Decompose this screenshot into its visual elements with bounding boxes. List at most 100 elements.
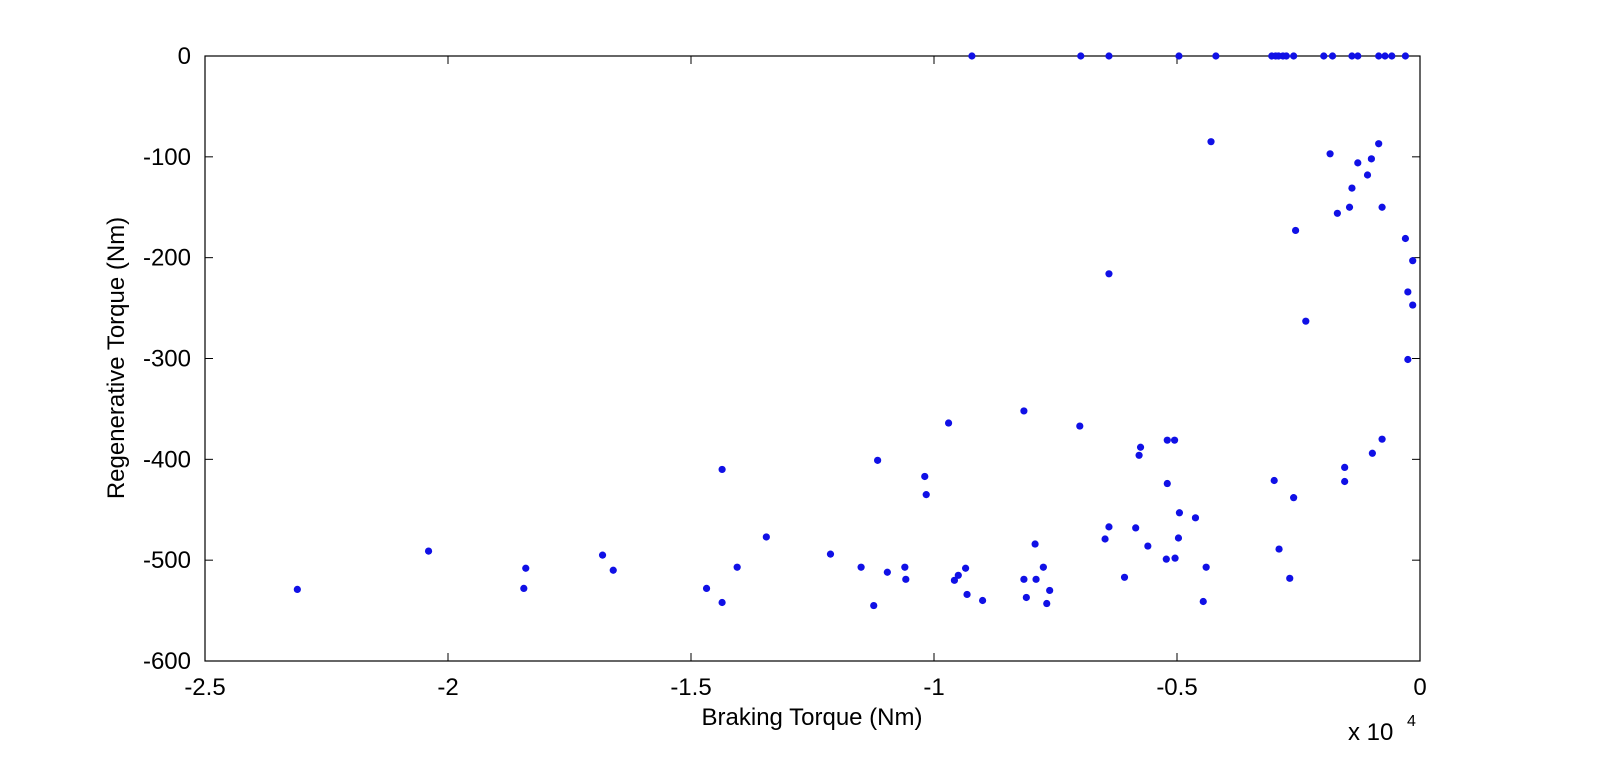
data-point bbox=[1163, 436, 1171, 444]
data-point bbox=[1101, 535, 1109, 543]
data-point bbox=[1039, 563, 1047, 571]
data-point bbox=[718, 598, 726, 607]
data-point bbox=[1378, 203, 1386, 211]
y-tick-label: 0 bbox=[178, 43, 191, 70]
data-point bbox=[718, 465, 726, 474]
data-point bbox=[1375, 52, 1383, 60]
data-point bbox=[1354, 159, 1362, 167]
data-point bbox=[979, 596, 987, 605]
data-point bbox=[1046, 586, 1054, 595]
data-point bbox=[1345, 203, 1354, 211]
data-point bbox=[1368, 449, 1376, 457]
data-point bbox=[1174, 534, 1183, 542]
data-point bbox=[702, 584, 711, 593]
data-point bbox=[1341, 477, 1349, 486]
data-point bbox=[609, 566, 617, 574]
data-point bbox=[1199, 597, 1207, 606]
data-point bbox=[1171, 554, 1179, 562]
x-tick-label: -1 bbox=[923, 674, 944, 701]
y-tick-label: -500 bbox=[143, 547, 191, 574]
data-point bbox=[1135, 451, 1143, 459]
data-point bbox=[1022, 593, 1030, 602]
data-point bbox=[1031, 540, 1039, 548]
data-point bbox=[1333, 209, 1341, 217]
data-point bbox=[424, 547, 433, 555]
data-point bbox=[1409, 301, 1417, 309]
data-point bbox=[961, 564, 970, 572]
data-point bbox=[598, 551, 607, 559]
data-point bbox=[1270, 476, 1278, 485]
data-point bbox=[1105, 270, 1113, 278]
y-tick-label: -600 bbox=[143, 648, 191, 675]
data-point bbox=[1043, 599, 1051, 608]
x-axis-title: Braking Torque (Nm) bbox=[702, 704, 923, 731]
x-tick-label: 0 bbox=[1413, 674, 1426, 701]
data-point bbox=[1032, 575, 1040, 583]
data-point bbox=[1328, 52, 1337, 60]
y-tick-label: -200 bbox=[143, 245, 191, 272]
data-point bbox=[1162, 555, 1170, 563]
data-point bbox=[1076, 422, 1084, 430]
data-point bbox=[1401, 52, 1410, 60]
data-point bbox=[1120, 573, 1129, 581]
data-point bbox=[874, 456, 882, 464]
x-tick-label: -0.5 bbox=[1156, 674, 1197, 701]
data-point bbox=[1175, 52, 1183, 60]
data-point bbox=[944, 419, 953, 427]
x-multiplier-base: x 10 bbox=[1348, 719, 1393, 746]
data-point bbox=[520, 584, 528, 593]
x-multiplier-exponent: 4 bbox=[1407, 713, 1416, 730]
data-point bbox=[1302, 317, 1310, 325]
data-point bbox=[1163, 479, 1171, 488]
data-point bbox=[921, 472, 929, 481]
data-point bbox=[1170, 436, 1179, 444]
data-point bbox=[1175, 509, 1184, 517]
data-point bbox=[1378, 435, 1386, 443]
y-tick-label: -300 bbox=[143, 346, 191, 373]
data-point bbox=[901, 563, 909, 571]
data-point bbox=[950, 576, 959, 584]
plot-area bbox=[204, 55, 1421, 662]
axis-ticks: -2.5 -2 -1.5 -1 -0.5 0 0 -100 -200 -300 -400 -500 -6… bbox=[143, 43, 1427, 701]
data-point bbox=[1388, 52, 1396, 60]
data-point bbox=[1348, 184, 1356, 192]
data-point bbox=[1020, 575, 1028, 583]
data-point bbox=[922, 491, 930, 499]
data-point bbox=[1275, 545, 1283, 553]
data-point bbox=[1341, 463, 1349, 471]
data-point bbox=[857, 563, 865, 571]
y-tick-label: -400 bbox=[143, 446, 191, 473]
data-point bbox=[1381, 52, 1389, 60]
data-point bbox=[1105, 52, 1113, 60]
data-point bbox=[1290, 52, 1298, 60]
data-point bbox=[954, 571, 962, 579]
data-point bbox=[1404, 288, 1412, 296]
data-point bbox=[1282, 52, 1290, 60]
data-point bbox=[1290, 494, 1298, 502]
data-point bbox=[883, 568, 891, 576]
data-point bbox=[1320, 52, 1328, 60]
data-point bbox=[1202, 563, 1210, 571]
data-point bbox=[1404, 355, 1412, 364]
data-point bbox=[1136, 443, 1145, 451]
y-tick-label: -100 bbox=[143, 144, 191, 171]
data-point bbox=[762, 533, 770, 541]
x-axis-multiplier: x 10 4 bbox=[1348, 713, 1416, 746]
data-point bbox=[968, 52, 976, 60]
data-point bbox=[1207, 138, 1215, 146]
data-point bbox=[733, 563, 741, 571]
data-point bbox=[1291, 226, 1300, 235]
x-tick-label: -2.5 bbox=[184, 674, 225, 701]
data-point bbox=[1348, 52, 1356, 60]
data-point bbox=[1132, 524, 1140, 532]
x-tick-label: -1.5 bbox=[670, 674, 711, 701]
data-point bbox=[963, 590, 971, 599]
data-points bbox=[293, 52, 1417, 610]
data-point bbox=[826, 550, 835, 558]
data-point bbox=[870, 601, 878, 610]
data-point bbox=[1020, 407, 1028, 415]
x-tick-label: -2 bbox=[437, 674, 458, 701]
data-point bbox=[1286, 574, 1294, 582]
data-point bbox=[1401, 234, 1410, 243]
